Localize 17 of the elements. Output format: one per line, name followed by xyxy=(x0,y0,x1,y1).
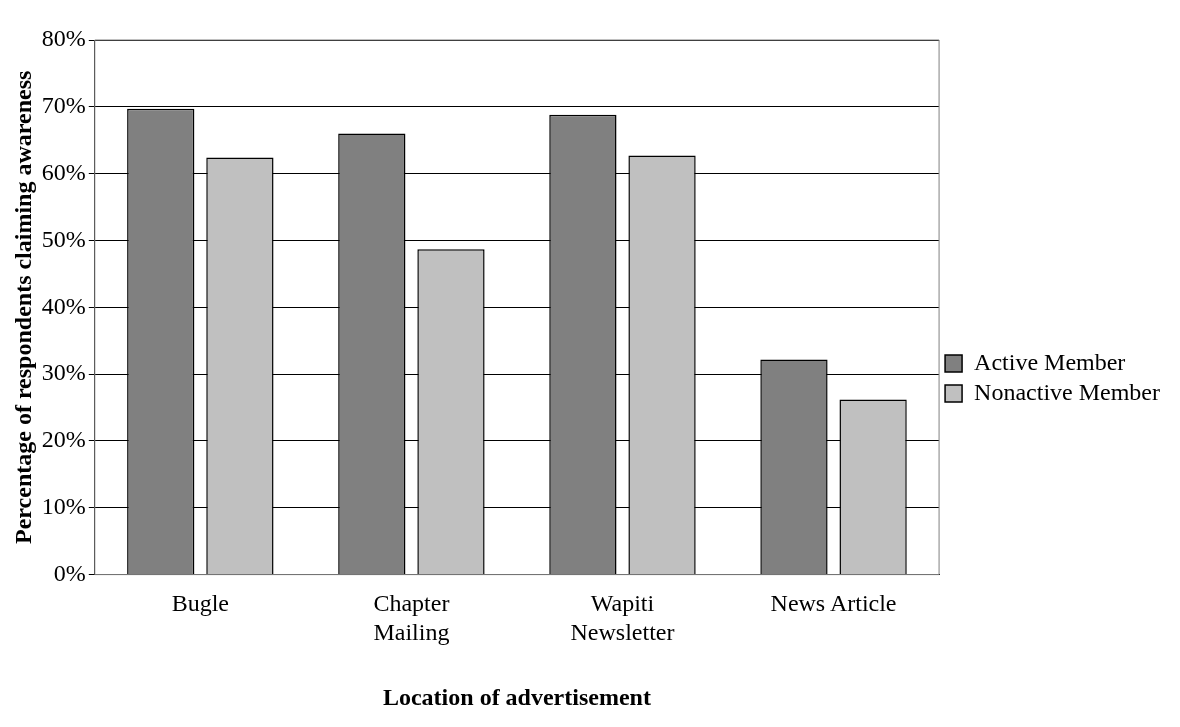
x-tick-label: News Article xyxy=(770,590,897,617)
x-tick-label: Bugle xyxy=(171,590,229,617)
x-tick-label: Wapiti Newsletter xyxy=(570,590,675,646)
y-axis-title: Percentage of respondents claiming awareness xyxy=(9,70,36,544)
y-tick-label: 80% xyxy=(41,25,86,52)
x-axis-title: Location of advertisement xyxy=(382,683,651,710)
y-tick-label: 60% xyxy=(41,158,86,185)
y-tick-label: 10% xyxy=(41,493,86,520)
x-tick-label: Chapter Mailing xyxy=(373,590,450,646)
y-tick-label: 70% xyxy=(41,92,86,119)
legend-label: Nonactive Member xyxy=(974,378,1161,405)
y-tick-label: 40% xyxy=(41,292,86,319)
y-tick-label: 30% xyxy=(41,359,86,386)
y-tick-label: 50% xyxy=(41,225,86,252)
legend-label: Active Member xyxy=(974,348,1126,375)
y-tick-label: 0% xyxy=(53,559,86,586)
y-tick-label: 20% xyxy=(41,426,86,453)
